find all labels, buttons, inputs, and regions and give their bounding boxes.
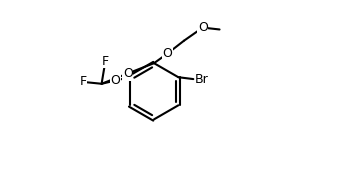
Text: O: O bbox=[123, 67, 133, 80]
Text: O: O bbox=[198, 21, 208, 34]
Text: F: F bbox=[102, 55, 109, 68]
Text: F: F bbox=[79, 75, 87, 88]
Text: O: O bbox=[111, 74, 121, 87]
Text: Br: Br bbox=[195, 73, 209, 86]
Text: O: O bbox=[162, 47, 172, 60]
